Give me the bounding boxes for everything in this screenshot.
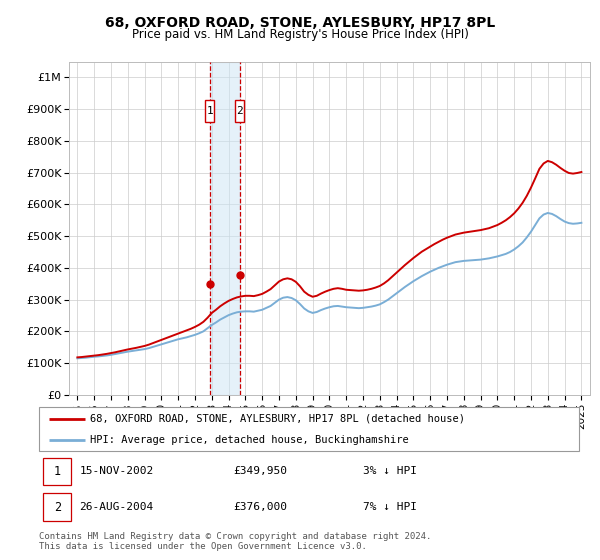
Text: 1: 1	[54, 465, 61, 478]
Text: 26-AUG-2004: 26-AUG-2004	[79, 502, 154, 512]
Text: 2: 2	[54, 501, 61, 514]
Bar	[210, 62, 239, 395]
Bar	[235, 100, 244, 122]
Bar	[205, 100, 214, 122]
Text: Price paid vs. HM Land Registry's House Price Index (HPI): Price paid vs. HM Land Registry's House …	[131, 28, 469, 41]
Text: 68, OXFORD ROAD, STONE, AYLESBURY, HP17 8PL: 68, OXFORD ROAD, STONE, AYLESBURY, HP17 …	[105, 16, 495, 30]
Text: 15-NOV-2002: 15-NOV-2002	[79, 466, 154, 477]
Text: 1: 1	[206, 106, 213, 116]
Text: HPI: Average price, detached house, Buckinghamshire: HPI: Average price, detached house, Buck…	[90, 435, 409, 445]
Text: 68, OXFORD ROAD, STONE, AYLESBURY, HP17 8PL (detached house): 68, OXFORD ROAD, STONE, AYLESBURY, HP17 …	[90, 414, 466, 424]
FancyBboxPatch shape	[39, 407, 579, 451]
Bar	[43, 493, 71, 521]
Text: 2: 2	[236, 106, 243, 116]
Text: £376,000: £376,000	[233, 502, 287, 512]
Text: Contains HM Land Registry data © Crown copyright and database right 2024.
This d: Contains HM Land Registry data © Crown c…	[39, 532, 431, 552]
Text: 3% ↓ HPI: 3% ↓ HPI	[363, 466, 417, 477]
Text: £349,950: £349,950	[233, 466, 287, 477]
Text: 7% ↓ HPI: 7% ↓ HPI	[363, 502, 417, 512]
Bar	[43, 458, 71, 486]
